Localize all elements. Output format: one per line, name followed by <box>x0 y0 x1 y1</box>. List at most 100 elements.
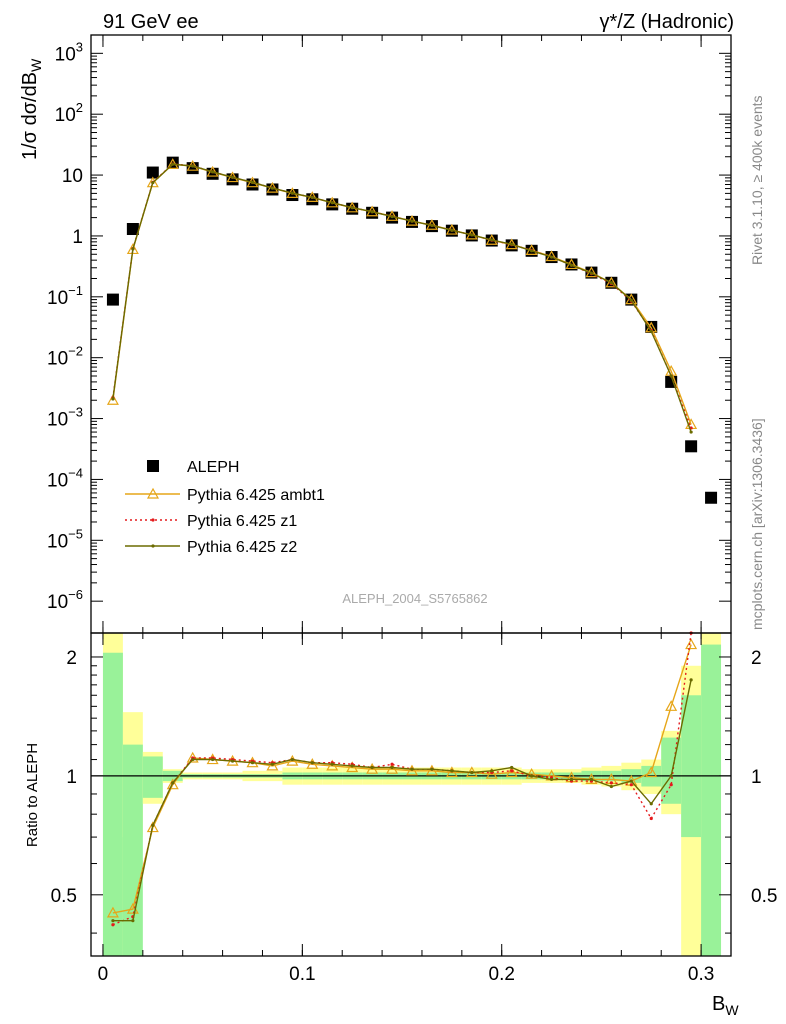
series-marker-z2 <box>111 397 115 401</box>
legend-label: Pythia 6.425 z2 <box>187 539 297 556</box>
legend-label: ALEPH <box>187 459 239 476</box>
ratio-marker-ambt1 <box>266 759 279 771</box>
y-tick-label: 10−4 <box>47 465 83 491</box>
ratio-marker-ambt1 <box>525 767 538 779</box>
ratio-tick-label-left: 2 <box>66 648 77 669</box>
series-line-z1 <box>112 163 692 429</box>
series-marker-z2 <box>191 164 195 168</box>
ratio-bands <box>102 633 722 956</box>
ratio-band-inner <box>122 744 143 956</box>
data-point-aleph <box>126 223 139 236</box>
ratio-band-inner <box>142 756 163 798</box>
y-tick-base: 10 <box>55 105 76 126</box>
y-tick-label: 103 <box>55 39 83 65</box>
ratio-marker-ambt1 <box>106 906 119 918</box>
ratio-marker-ambt1 <box>645 766 658 778</box>
series-marker-z2 <box>470 233 474 237</box>
ratio-marker-z2 <box>270 762 275 766</box>
series-marker-z2 <box>211 170 215 174</box>
ratio-marker-ambt1 <box>445 766 458 778</box>
series-marker-z2 <box>390 214 394 219</box>
series-line-z2 <box>112 163 692 433</box>
ratio-band-inner <box>661 737 682 804</box>
x-axis-label: BW <box>712 993 739 1018</box>
ratio-marker-z2 <box>330 762 334 766</box>
y-tick-exponent: −6 <box>68 587 83 602</box>
ratio-marker-ambt1 <box>386 762 399 774</box>
ratio-band-inner <box>102 652 123 956</box>
ratio-marker-z2 <box>390 765 394 770</box>
header-right: γ*/Z (Hadronic) <box>600 11 734 33</box>
ratio-marker-z2 <box>151 823 155 827</box>
series-marker-z2 <box>669 374 673 378</box>
ratio-marker-z2 <box>689 678 693 682</box>
header-left: 91 GeV ee <box>103 11 199 33</box>
y-tick-exponent: 3 <box>76 39 83 54</box>
x-axis-label-sub: W <box>725 1002 739 1018</box>
ratio-tick-label-right: 0.5 <box>751 886 777 907</box>
ratio-panel-frame <box>90 632 732 957</box>
ratio-marker-ambt1 <box>505 766 518 778</box>
series-marker-z2 <box>410 219 414 223</box>
series-marker-z2 <box>629 298 633 302</box>
ratio-marker-z2 <box>649 802 653 806</box>
ratio-marker-ambt1 <box>665 700 678 711</box>
y-tick-label: 1 <box>72 227 83 248</box>
ratio-band-inner <box>681 695 702 838</box>
y-tick-label: 102 <box>55 100 83 126</box>
y-tick-base: 1 <box>72 227 83 248</box>
data-point-aleph <box>146 166 159 179</box>
y-tick-label: 10−5 <box>47 526 83 552</box>
ratio-series <box>106 631 698 927</box>
ratio-marker-z1 <box>390 762 394 766</box>
ratio-marker-ambt1 <box>685 638 698 650</box>
data-point-aleph <box>705 491 718 504</box>
x-tick-label: 0.3 <box>688 964 714 985</box>
series-marker-ambt1 <box>146 176 159 188</box>
y-tick-exponent: −1 <box>68 283 83 298</box>
ratio-marker-ambt1 <box>346 761 359 773</box>
y-tick-base: 10 <box>47 470 68 491</box>
ratio-marker-z2 <box>131 919 135 923</box>
series-marker-z2 <box>689 430 693 434</box>
y-tick-base: 10 <box>47 531 68 552</box>
ratio-marker-z1 <box>649 816 653 821</box>
series-marker-z2 <box>430 223 434 227</box>
series-marker-z2 <box>330 201 334 205</box>
y-tick-base: 10 <box>47 410 68 431</box>
y-tick-base: 10 <box>62 166 83 187</box>
ratio-marker-z2 <box>111 919 115 923</box>
y-tick-base: 10 <box>47 592 68 613</box>
ratio-marker-z2 <box>669 774 673 778</box>
y-tick-base: 10 <box>47 288 68 309</box>
y-tick-label: 10 <box>62 166 83 187</box>
ratio-marker-ambt1 <box>425 764 438 776</box>
series-marker-z2 <box>649 329 653 334</box>
y-tick-base: 10 <box>47 349 68 370</box>
y-tick-label: 10−1 <box>47 283 83 309</box>
data-point-aleph <box>106 293 119 306</box>
series-marker-z2 <box>270 186 275 190</box>
ratio-marker-z2 <box>549 777 554 781</box>
legend-marker-ambt1 <box>146 487 160 499</box>
ratio-marker-z2 <box>310 761 314 765</box>
ratio-marker-z1 <box>111 923 115 927</box>
ratio-marker-z2 <box>230 759 235 763</box>
ratio-marker-ambt1 <box>485 767 498 779</box>
legend-marker-z1 <box>151 518 155 522</box>
ratio-ylabel: Ratio to ALEPH <box>24 743 41 847</box>
x-tick-label: 0.1 <box>289 964 315 985</box>
legend-label: Pythia 6.425 ambt1 <box>187 487 325 504</box>
panel-frames <box>90 34 732 957</box>
ratio-marker-z2 <box>250 761 255 765</box>
legend-label: Pythia 6.425 z1 <box>187 513 297 530</box>
ratio-marker-z2 <box>569 777 574 781</box>
ratio-marker-ambt1 <box>326 759 339 771</box>
ratio-marker-z2 <box>450 769 454 773</box>
legend: ALEPH Pythia 6.425 ambt1 Pythia 6.425 z1 Py… <box>125 459 325 556</box>
ratio-marker-z2 <box>290 757 294 762</box>
ratio-line-z2 <box>112 679 692 922</box>
ratio-marker-z2 <box>490 769 494 773</box>
